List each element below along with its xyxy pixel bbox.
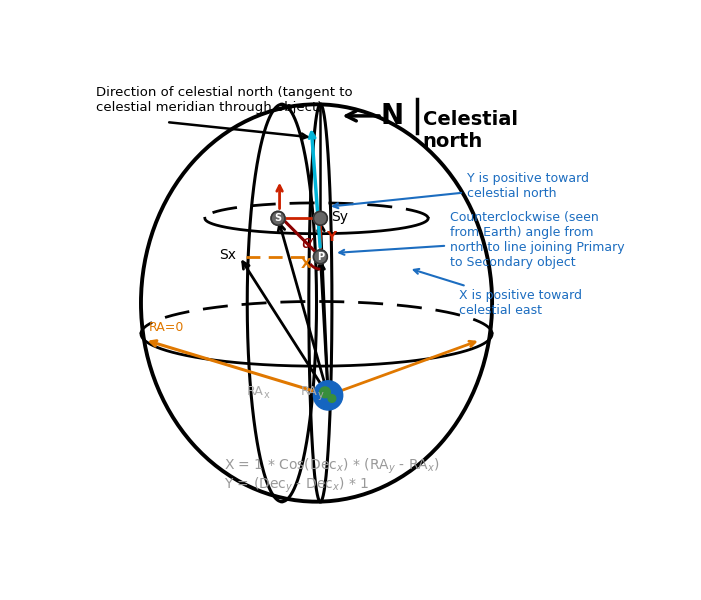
Text: Y is positive toward
celestial north: Y is positive toward celestial north: [333, 172, 589, 208]
Circle shape: [313, 211, 327, 225]
Text: RA: RA: [301, 385, 317, 398]
Text: y: y: [318, 391, 324, 400]
Text: RA=0: RA=0: [149, 321, 184, 334]
Text: Direction of celestial north (tangent to
celestial meridian through object): Direction of celestial north (tangent to…: [95, 86, 352, 114]
Text: Sx: Sx: [219, 248, 236, 262]
Circle shape: [313, 250, 327, 264]
Text: Y: Y: [326, 230, 336, 244]
Text: Sy: Sy: [331, 210, 348, 224]
Text: α: α: [302, 233, 314, 251]
Text: X: X: [301, 257, 312, 271]
Text: X is positive toward
celestial east: X is positive toward celestial east: [414, 269, 582, 317]
Text: P: P: [317, 252, 324, 262]
Circle shape: [313, 381, 343, 410]
Text: X = 1 * Cos(Dec$_x$) * (RA$_y$ - RA$_x$): X = 1 * Cos(Dec$_x$) * (RA$_y$ - RA$_x$): [224, 457, 440, 476]
Circle shape: [328, 395, 336, 403]
Text: S: S: [275, 213, 282, 223]
Text: Counterclockwise (seen
from Earth) angle from
north to line joining Primary
to S: Counterclockwise (seen from Earth) angle…: [339, 211, 625, 269]
Text: Y = (Dec$_y$ - Dec$_x$) * 1: Y = (Dec$_y$ - Dec$_x$) * 1: [224, 476, 369, 495]
Text: RA: RA: [247, 385, 264, 398]
Text: N: N: [381, 102, 404, 130]
Text: x: x: [264, 391, 270, 400]
Circle shape: [271, 211, 285, 225]
Text: Celestial
north: Celestial north: [423, 110, 518, 151]
Circle shape: [320, 387, 330, 398]
